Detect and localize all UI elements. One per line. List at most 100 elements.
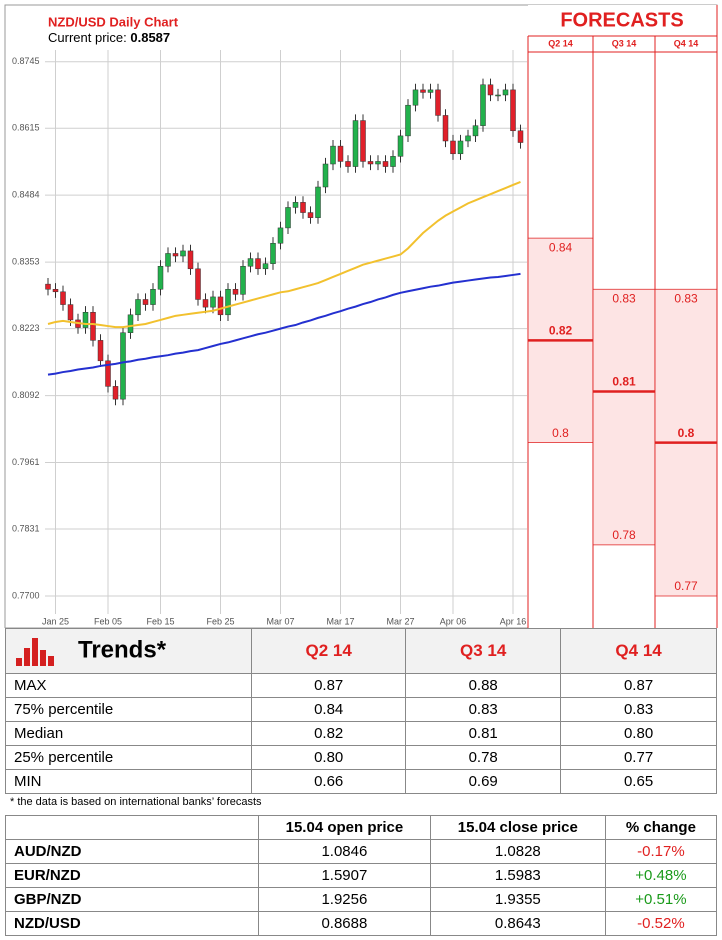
- candle-body: [255, 258, 261, 270]
- candle-body: [457, 140, 464, 155]
- y-tick-label: 0.8092: [12, 390, 40, 400]
- x-tick-label: Apr 06: [440, 616, 467, 626]
- candle-body: [217, 296, 224, 316]
- x-tick-label: Mar 27: [386, 616, 414, 626]
- chart: 0.8745 0.8615 0.8484 0.8353 0.8223 0.8092 0.79…: [4, 4, 718, 628]
- table-cell: +0.51%: [604, 887, 718, 912]
- candle-body: [165, 253, 171, 267]
- chart-title: NZD/USD Daily Chart: [48, 14, 179, 29]
- candle-body: [172, 253, 179, 257]
- trends-table: Trends* Q2 14 Q3 14 Q4 14 MAX 0.87 0.88 0.87 75%…: [4, 628, 717, 794]
- table-cell: AUD/NZD: [5, 839, 259, 864]
- x-tick-label: Feb 05: [94, 616, 122, 626]
- p75-label: 0.84: [549, 240, 573, 254]
- candle-body: [465, 135, 471, 142]
- candle-body: [405, 104, 411, 137]
- table-cell: 1.5907: [258, 863, 431, 888]
- table-row: AUD/NZD 1.0846 1.0828 -0.17%: [5, 839, 718, 864]
- table-cell: -0.17%: [604, 839, 718, 864]
- p25-label: 0.8: [552, 426, 569, 440]
- table-cell: 0.77: [560, 745, 717, 770]
- p25-label: 0.77: [674, 579, 698, 593]
- candle-body: [285, 207, 291, 229]
- candle-body: [270, 242, 276, 264]
- table-cell: 0.66: [251, 769, 407, 794]
- table-cell: Median: [4, 721, 253, 746]
- table-row: NZD/USD 0.8688 0.8643 -0.52%: [5, 911, 718, 936]
- table-cell: 1.9355: [429, 887, 606, 912]
- candle-body: [127, 314, 134, 333]
- y-tick-label: 0.7831: [12, 523, 40, 533]
- candle-body: [45, 283, 51, 290]
- candle-body: [487, 84, 494, 96]
- median-label: 0.82: [549, 324, 573, 338]
- forecast-panel: FORECASTS Q2 14 0.84 0.82 0.8 Q3 14 0.83 0.81 0.…: [527, 5, 718, 628]
- candle-body: [150, 288, 156, 305]
- candle-body: [180, 250, 186, 257]
- candle-body: [292, 202, 299, 208]
- table-cell: 0.80: [560, 721, 717, 746]
- table-cell: GBP/NZD: [5, 887, 259, 912]
- candle-body: [427, 89, 434, 93]
- median-label: 0.81: [612, 375, 636, 389]
- forecast-column: Q2 14: [548, 38, 573, 48]
- candle-body: [60, 291, 66, 305]
- p75-label: 0.83: [674, 291, 698, 305]
- chart-subtitle: Current price: 0.8587: [48, 30, 170, 45]
- table-cell: 0.83: [405, 697, 562, 722]
- p25-label: 0.78: [612, 528, 636, 542]
- table-cell: 1.5983: [429, 863, 606, 888]
- y-tick-label: 0.8484: [12, 190, 40, 200]
- table-cell: 0.83: [560, 697, 717, 722]
- candle-body: [240, 265, 246, 295]
- candle-body: [345, 161, 351, 167]
- candle-body: [90, 312, 96, 341]
- footnote: * the data is based on international ban…: [10, 796, 262, 808]
- table-cell: -0.52%: [604, 911, 718, 936]
- table-cell: MAX: [4, 673, 253, 698]
- candle-body: [67, 304, 74, 321]
- table-cell: 0.88: [405, 673, 562, 698]
- current-price: 0.8587: [130, 30, 170, 45]
- candle-body: [187, 250, 194, 270]
- candle-body: [142, 299, 149, 305]
- forecast-column: Q4 14: [674, 38, 699, 48]
- candle-body: [52, 288, 59, 293]
- table-cell: 1.0828: [429, 839, 606, 864]
- table-cell: 25% percentile: [4, 745, 253, 770]
- table-cell: NZD/USD: [5, 911, 259, 936]
- forecast-column: Q3 14: [612, 38, 637, 48]
- y-tick-label: 0.8745: [12, 56, 40, 66]
- candle-body: [472, 125, 479, 137]
- candle-body: [480, 84, 486, 126]
- candle-body: [195, 268, 201, 300]
- candle-body: [420, 89, 426, 93]
- candle-body: [262, 263, 269, 270]
- header-row: 15.04 open price 15.04 close price% chang…: [5, 815, 718, 840]
- forecast-title: FORECASTS: [560, 9, 683, 31]
- table-row: Median 0.82 0.81 0.80: [4, 721, 717, 746]
- candle-body: [450, 140, 456, 155]
- table-row: 75% percentile 0.84 0.83 0.83: [4, 697, 717, 722]
- header-cell: Trends*: [4, 628, 253, 674]
- x-tick-label: Apr 16: [500, 616, 527, 626]
- subtitle-label: Current price:: [48, 30, 127, 45]
- candle-body: [510, 89, 516, 132]
- y-tick-label: 0.8353: [12, 257, 40, 267]
- candle-body: [157, 265, 164, 290]
- candle-body: [382, 161, 389, 167]
- y-tick-label: 0.7961: [12, 457, 40, 467]
- p75-label: 0.83: [612, 291, 636, 305]
- candle-body: [502, 89, 509, 96]
- header-cell: 15.04 open price: [258, 815, 431, 840]
- table-row: EUR/NZD 1.5907 1.5983 +0.48%: [5, 863, 718, 888]
- candle-body: [225, 288, 231, 316]
- y-tick-label: 0.7700: [12, 590, 40, 600]
- candle-body: [232, 288, 239, 295]
- table-cell: EUR/NZD: [5, 863, 259, 888]
- table-cell: 0.81: [405, 721, 562, 746]
- candle-body: [322, 163, 329, 188]
- candle-body: [337, 145, 344, 162]
- table-cell: 1.9256: [258, 887, 431, 912]
